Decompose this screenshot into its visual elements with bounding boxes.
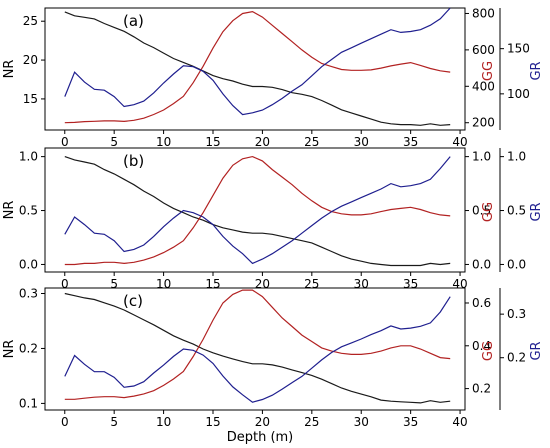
y-tick-label-nr: 25 xyxy=(23,14,38,28)
x-tick-label: 10 xyxy=(156,415,171,429)
y-tick-label-gr: 0.5 xyxy=(507,204,526,218)
y-tick-label-gg: 0.5 xyxy=(472,204,491,218)
x-tick-label: 0 xyxy=(61,415,69,429)
y-tick-label-gg: 200 xyxy=(472,116,495,130)
y-tick-label-gr: 1.0 xyxy=(507,150,526,164)
x-tick-label: 25 xyxy=(304,135,319,149)
y-tick-label-nr: 20 xyxy=(23,53,38,67)
y-axis-label-nr: NR xyxy=(2,201,17,220)
y-tick-label-gg: 0.4 xyxy=(472,339,491,353)
x-tick-label: 15 xyxy=(205,415,220,429)
y-tick-label-nr: 0.0 xyxy=(19,257,38,271)
x-tick-label: 20 xyxy=(255,277,270,291)
y-axis-label-gg: GG xyxy=(481,61,496,81)
y-tick-label-gg: 1.0 xyxy=(472,150,491,164)
y-tick-label-gr: 150 xyxy=(507,42,530,56)
x-tick-label: 10 xyxy=(156,135,171,149)
y-tick-label-gr: 100 xyxy=(507,87,530,101)
x-tick-label: 15 xyxy=(205,277,220,291)
x-tick-label: 35 xyxy=(403,415,418,429)
y-tick-label-nr: 0.1 xyxy=(19,396,38,410)
panel-label: (a) xyxy=(123,12,144,30)
x-tick-label: 25 xyxy=(304,277,319,291)
series-line-gg xyxy=(64,289,451,400)
series-line-nr xyxy=(64,156,451,267)
x-tick-label: 5 xyxy=(110,277,118,291)
x-tick-label: 15 xyxy=(205,135,220,149)
series-line-gr xyxy=(64,156,451,265)
chart-panel-3: 0 5 10 15 20 25 30 35 40(c)0.10.20.3NR0.20.40.6G… xyxy=(2,286,544,429)
y-axis-label-gg: GG xyxy=(481,202,496,222)
x-tick-label: 20 xyxy=(255,415,270,429)
chart-panel-1: 0 5 10 15 20 25 30 35 40 (a) 15 20 25 NR 200 400 600 800 G… xyxy=(2,6,544,149)
y-tick-label-nr: 0.3 xyxy=(19,286,38,300)
y-axis-label-gr: GR xyxy=(529,202,544,221)
y-axis-label-gr: GR xyxy=(529,61,544,80)
y-tick-label-gr: 0.0 xyxy=(507,257,526,271)
series-line-gg xyxy=(64,155,451,266)
x-tick-label: 10 xyxy=(156,277,171,291)
panels: 0 5 10 15 20 25 30 35 40(a)152025NR200400600800G… xyxy=(2,6,544,429)
plot-frame xyxy=(44,147,466,273)
x-tick-label: 5 xyxy=(110,135,118,149)
x-tick-label: 5 xyxy=(110,415,118,429)
x-tick-label: 30 xyxy=(354,415,369,429)
y-tick-label-gg: 0.6 xyxy=(472,296,491,310)
series-line-gg xyxy=(64,10,451,124)
y-tick-label-nr: 0.2 xyxy=(19,341,38,355)
y-tick-label-gg: 600 xyxy=(472,43,495,57)
x-tick-label: 0 xyxy=(61,135,69,149)
x-tick-label: 35 xyxy=(403,277,418,291)
x-tick-label: 40 xyxy=(452,135,467,149)
y-tick-label-gr: 0.2 xyxy=(507,351,526,365)
x-axis-label: Depth (m) xyxy=(227,430,294,445)
series-line-nr xyxy=(64,292,451,404)
x-tick-label: 20 xyxy=(255,135,270,149)
series-line-nr xyxy=(64,11,451,126)
series-line-gr xyxy=(64,7,451,116)
y-axis-label-nr: NR xyxy=(2,340,17,359)
y-tick-label-gg: 800 xyxy=(472,6,495,20)
x-tick-label: 25 xyxy=(304,415,319,429)
x-tick-label: 40 xyxy=(452,415,467,429)
y-tick-label-gg: 0.2 xyxy=(472,382,491,396)
y-tick-label-gg: 0.0 xyxy=(472,257,491,271)
y-tick-label-nr: 1.0 xyxy=(19,150,38,164)
series-line-gr xyxy=(64,296,451,403)
y-axis-label-gg: GG xyxy=(481,341,496,361)
chart-panel-2: 0 5 10 15 20 25 30 35 40(b)0.00.51.0NR0.00.51.0G… xyxy=(2,147,544,291)
plot-frame xyxy=(44,7,466,131)
plot-frame xyxy=(44,287,466,411)
x-tick-label: 0 xyxy=(61,277,69,291)
y-tick-label-nr: 0.5 xyxy=(19,204,38,218)
panel-label: (b) xyxy=(123,152,144,170)
x-tick-label: 30 xyxy=(354,135,369,149)
y-axis-label-nr: NR xyxy=(2,60,17,79)
y-tick-label-gr: 0.3 xyxy=(507,307,526,321)
panel-label: (c) xyxy=(123,292,143,310)
y-tick-label-nr: 15 xyxy=(23,92,38,106)
y-axis-label-gr: GR xyxy=(529,341,544,360)
x-tick-label: 30 xyxy=(354,277,369,291)
y-tick-label-gg: 400 xyxy=(472,79,495,93)
x-tick-label: 35 xyxy=(403,135,418,149)
